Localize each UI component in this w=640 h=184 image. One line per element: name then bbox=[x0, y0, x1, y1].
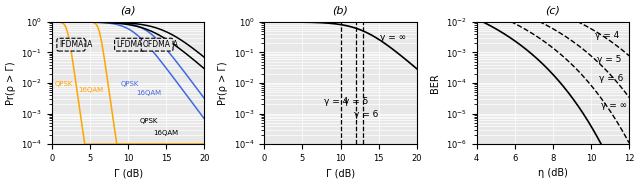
Text: γ = 4: γ = 4 bbox=[324, 97, 348, 106]
Title: (b): (b) bbox=[333, 6, 349, 16]
Text: OFDMA: OFDMA bbox=[150, 40, 179, 49]
Text: γ = 6: γ = 6 bbox=[598, 74, 623, 83]
Text: QPSK: QPSK bbox=[140, 118, 158, 124]
Text: QPSK: QPSK bbox=[54, 81, 72, 87]
Text: γ = 4: γ = 4 bbox=[595, 31, 619, 40]
Title: (a): (a) bbox=[120, 6, 136, 16]
Text: IFDMA: IFDMA bbox=[68, 40, 92, 49]
X-axis label: Γ (dB): Γ (dB) bbox=[326, 168, 355, 178]
Text: LFDMA: LFDMA bbox=[123, 40, 149, 49]
Title: (c): (c) bbox=[545, 6, 561, 16]
Text: γ = ∞: γ = ∞ bbox=[380, 33, 406, 42]
Y-axis label: BER: BER bbox=[430, 73, 440, 93]
Text: γ = 6: γ = 6 bbox=[353, 109, 378, 118]
Text: γ = 5: γ = 5 bbox=[344, 97, 369, 106]
Text: γ = 5: γ = 5 bbox=[596, 55, 621, 64]
Text: IFDMA: IFDMA bbox=[59, 40, 83, 49]
Text: 16QAM: 16QAM bbox=[79, 87, 104, 93]
Text: QPSK: QPSK bbox=[120, 81, 139, 87]
Text: LFDMA: LFDMA bbox=[116, 40, 143, 49]
Y-axis label: Pr(ρ > Γ): Pr(ρ > Γ) bbox=[6, 61, 15, 105]
Text: OFDMA: OFDMA bbox=[143, 40, 171, 49]
X-axis label: η (dB): η (dB) bbox=[538, 168, 568, 178]
X-axis label: Γ (dB): Γ (dB) bbox=[113, 168, 143, 178]
Text: 16QAM: 16QAM bbox=[154, 130, 179, 136]
Y-axis label: Pr(ρ > Γ): Pr(ρ > Γ) bbox=[218, 61, 228, 105]
Text: 16QAM: 16QAM bbox=[136, 90, 161, 96]
Text: γ = ∞: γ = ∞ bbox=[600, 101, 627, 110]
